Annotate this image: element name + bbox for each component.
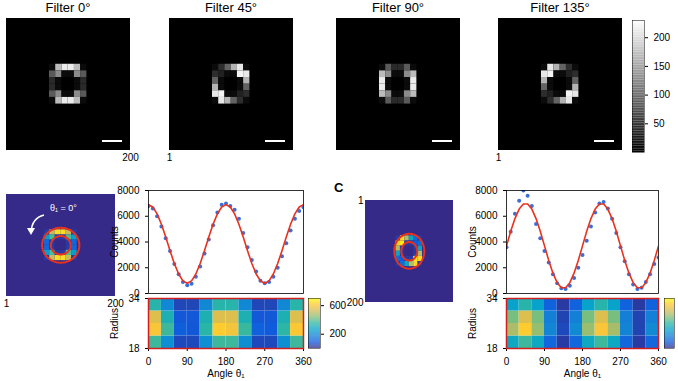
svg-text:180: 180 (574, 356, 591, 367)
svg-text:2000: 2000 (475, 262, 498, 273)
svg-text:4000: 4000 (475, 236, 498, 247)
svg-text:1: 1 (4, 298, 10, 309)
svg-text:200: 200 (347, 297, 364, 308)
svg-text:Angle θ₁: Angle θ₁ (564, 368, 602, 379)
svg-text:2000: 2000 (117, 262, 140, 273)
svg-text:360: 360 (650, 356, 667, 367)
svg-text:270: 270 (612, 356, 629, 367)
html-text:Filter 0°: Filter 0° (45, 0, 91, 15)
svg-text:Radius: Radius (467, 308, 478, 339)
svg-text:34: 34 (128, 293, 140, 304)
svg-text:Radius: Radius (109, 308, 120, 339)
svg-text:18: 18 (128, 343, 140, 354)
html-text:Filter 90°: Filter 90° (371, 0, 425, 15)
svg-text:18: 18 (486, 343, 498, 354)
svg-text:8000: 8000 (475, 185, 498, 196)
svg-text:0: 0 (504, 356, 510, 367)
svg-text:200: 200 (330, 328, 347, 339)
html-text:θ₁ = 0°: θ₁ = 0° (50, 203, 77, 213)
html-text:C: C (334, 180, 344, 195)
svg-text:Counts: Counts (467, 226, 478, 258)
svg-text:1: 1 (358, 195, 364, 206)
svg-text:150: 150 (654, 61, 671, 72)
svg-text:Angle θ₁: Angle θ₁ (207, 368, 245, 379)
svg-text:6000: 6000 (475, 210, 498, 221)
svg-text:270: 270 (256, 356, 273, 367)
svg-text:90: 90 (539, 356, 551, 367)
html-text:Filter 45°: Filter 45° (204, 0, 258, 15)
svg-text:90: 90 (182, 356, 194, 367)
svg-text:200: 200 (654, 32, 671, 43)
html-text:Filter 135°: Filter 135° (530, 0, 590, 15)
svg-text:50: 50 (654, 118, 666, 129)
svg-text:0: 0 (146, 356, 152, 367)
svg-text:200: 200 (107, 298, 124, 309)
svg-text:6000: 6000 (117, 210, 140, 221)
svg-text:1: 1 (167, 152, 173, 163)
svg-text:1: 1 (496, 152, 502, 163)
svg-text:180: 180 (218, 356, 235, 367)
svg-text:Counts: Counts (109, 226, 120, 258)
svg-text:100: 100 (654, 89, 671, 100)
svg-text:200: 200 (122, 152, 139, 163)
svg-text:4000: 4000 (117, 236, 140, 247)
svg-text:600: 600 (330, 300, 347, 311)
svg-text:34: 34 (486, 293, 498, 304)
svg-text:360: 360 (295, 356, 312, 367)
svg-text:8000: 8000 (117, 185, 140, 196)
